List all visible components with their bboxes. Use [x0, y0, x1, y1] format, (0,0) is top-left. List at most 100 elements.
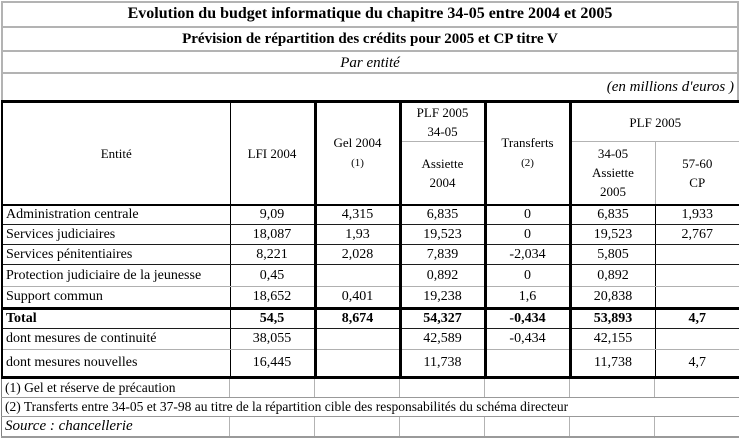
cell-value: 11,738: [568, 349, 655, 378]
header-plf3405-line1: PLF 2005: [416, 105, 469, 120]
cell-value: 19,523: [568, 224, 655, 245]
row-label: Total: [2, 308, 230, 329]
cell-value: 4,315: [313, 204, 400, 225]
empty-cell: [229, 379, 315, 398]
footnote-2: (2) Transferts entre 34-05 et 37-98 au t…: [1, 397, 739, 417]
cell-value: 0,892: [398, 264, 485, 287]
cell-value: 1,93: [313, 224, 400, 245]
cell-value: 18,087: [229, 224, 315, 245]
table-row-protection-judiciaire: Protection judiciaire de la jeunesse 0,4…: [2, 264, 739, 287]
cell-value: [313, 349, 400, 378]
cell-value: 0,401: [313, 286, 400, 310]
empty-cell: [484, 379, 570, 398]
cell-value: 1,6: [483, 286, 570, 310]
doc-title: Evolution du budget informatique du chap…: [3, 3, 737, 28]
footnote-1: (1) Gel et réserve de précaution: [1, 379, 230, 398]
row-label: dont mesures nouvelles: [6, 355, 138, 370]
title-block: Evolution du budget informatique du chap…: [1, 1, 739, 100]
scope-label: Par entité: [3, 52, 737, 74]
cell-value: 42,155: [568, 328, 655, 350]
cell-value: 2,767: [654, 224, 739, 245]
source-row: Source : chancellerie: [2, 416, 739, 437]
cell-value: [313, 328, 400, 350]
units-note: (en millions d'euros ): [606, 79, 734, 95]
row-label: Support commun: [2, 286, 230, 310]
budget-table: Entité LFI 2004 Gel 2004 (1) PLF 2005 34…: [1, 100, 739, 379]
cell-value: 0,45: [229, 264, 315, 287]
cell-value: [313, 264, 400, 287]
cell-value: 20,838: [568, 286, 655, 310]
row-label: Administration centrale: [2, 204, 230, 225]
cell-value: 0: [483, 264, 570, 287]
header-cp-line1: 57-60: [682, 155, 713, 171]
cell-value: -0,434: [483, 308, 570, 329]
header-plf3405-line2: 34-05: [427, 124, 458, 139]
cell-value: 5,805: [568, 244, 655, 265]
table-row-administration-centrale: Administration centrale 9,09 4,315 6,835…: [2, 204, 739, 225]
empty-cell: [399, 416, 485, 437]
empty-cell: [654, 379, 739, 398]
header-plf2005-3405: PLF 2005 34-05: [398, 101, 485, 142]
header-row-1: Entité LFI 2004 Gel 2004 (1) PLF 2005 34…: [2, 101, 739, 206]
cell-value: 4,7: [654, 308, 739, 329]
cell-value: 53,893: [568, 308, 655, 329]
table-row-mesures-nouvelles: dont mesures nouvelles 16,445 11,738 11,…: [2, 349, 739, 378]
cell-value: 9,09: [229, 204, 315, 225]
table-row-services-judiciaires: Services judiciaires 18,087 1,93 19,523 …: [2, 224, 739, 245]
cell-value: -0,434: [483, 328, 570, 350]
header-transferts: Transferts (2): [483, 101, 570, 206]
header-assiette-2004: Assiette 2004: [398, 141, 485, 206]
row-label: Protection judiciaire de la jeunesse: [2, 264, 230, 287]
cell-value: 54,5: [229, 308, 315, 329]
cell-value: [654, 244, 739, 265]
header-5760-cp: 57-60 CP: [654, 141, 739, 206]
cell-value: 8,674: [313, 308, 400, 329]
table-row-services-penitentiaires: Services pénitentiaires 8,221 2,028 7,83…: [2, 244, 739, 265]
footnote-row-2: (2) Transferts entre 34-05 et 37-98 au t…: [1, 397, 739, 417]
cell-value: 0: [483, 224, 570, 245]
row-label: Services pénitentiaires: [2, 244, 230, 265]
cell-value: 18,652: [229, 286, 315, 310]
header-a2005-line1: 34-05: [597, 146, 629, 162]
cell-value: [654, 286, 739, 310]
table-row-support-commun: Support commun 18,652 0,401 19,238 1,6 2…: [2, 286, 739, 310]
empty-cell: [314, 379, 400, 398]
empty-cell: [569, 379, 655, 398]
empty-cell: [484, 416, 570, 437]
table-row-mesures-continuite: dont mesures de continuité 38,055 42,589…: [2, 328, 739, 350]
empty-cell: [569, 416, 655, 437]
row-label: Services judiciaires: [2, 224, 230, 245]
cell-value: [654, 264, 739, 287]
header-row-2: Assiette 2004 34-05 Assiette 2005 57-60 …: [2, 141, 739, 206]
cell-value: 38,055: [229, 328, 315, 350]
cell-value: 19,523: [398, 224, 485, 245]
header-gel-2004: Gel 2004 (1): [313, 101, 400, 206]
header-transferts-line1: Transferts: [501, 135, 554, 151]
empty-cell: [399, 379, 485, 398]
header-transferts-note: (2): [521, 157, 534, 170]
header-cp-line2: CP: [689, 174, 706, 190]
cell-value: 0: [483, 204, 570, 225]
header-gel-note: (1): [351, 157, 364, 170]
cell-value: 4,7: [654, 349, 739, 378]
footnotes-block: (1) Gel et réserve de précaution (2) Tra…: [1, 379, 739, 438]
cell-value: 54,327: [398, 308, 485, 329]
footnote-row-1: (1) Gel et réserve de précaution: [1, 379, 739, 398]
cell-value: [654, 328, 739, 350]
header-a2005-line2: Assiette: [592, 165, 634, 181]
cell-value: 6,835: [568, 204, 655, 225]
cell-value: 16,445: [229, 349, 315, 378]
header-a2005-line3: 2005: [600, 184, 626, 200]
cell-value: [483, 349, 570, 378]
cell-value: 1,933: [654, 204, 739, 225]
header-lfi-2004: LFI 2004: [229, 101, 315, 206]
header-assiette2004-line1: Assiette: [421, 155, 464, 171]
doc-subtitle: Prévision de répartition des crédits pou…: [3, 28, 737, 52]
header-3405-assiette-2005: 34-05 Assiette 2005: [568, 141, 655, 206]
cell-value: 11,738: [398, 349, 485, 378]
row-label: dont mesures de continuité: [2, 328, 230, 350]
empty-cell: [229, 416, 315, 437]
cell-value: 42,589: [398, 328, 485, 350]
empty-cell: [654, 416, 739, 437]
